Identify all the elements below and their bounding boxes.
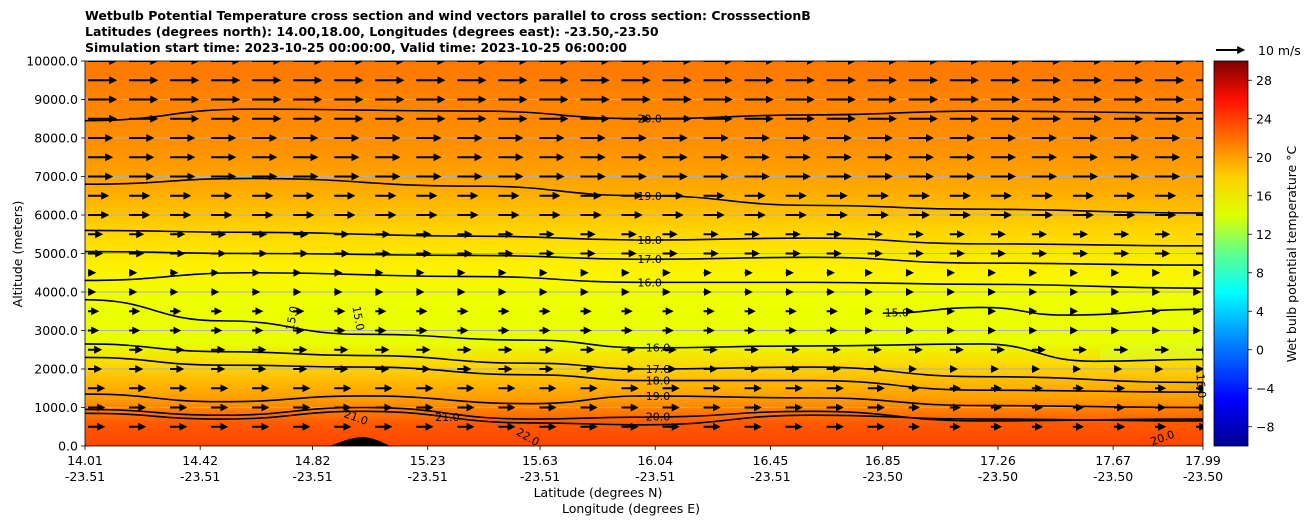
x-tick-label-lat: 15.63 xyxy=(522,453,558,468)
x-tick-label-lat: 14.42 xyxy=(182,453,218,468)
y-tick-label: 1000.0 xyxy=(34,400,78,415)
x-tick-label-lon: -23.51 xyxy=(408,469,448,484)
contour-label: 18.0 xyxy=(637,234,662,247)
colorbar-tick-label: 0 xyxy=(1256,342,1264,357)
x-axis-label-latitude: Latitude (degrees N) xyxy=(534,485,663,500)
x-tick-label-lat: 16.45 xyxy=(753,453,789,468)
colorbar-tick-label: 8 xyxy=(1256,265,1264,280)
x-tick-label-lat: 14.01 xyxy=(67,453,103,468)
contour-line xyxy=(882,306,1203,316)
contour-line xyxy=(85,356,1203,393)
contour-label: 16.0 xyxy=(646,342,671,355)
right-light-region xyxy=(1100,340,1203,360)
y-tick-label: 8000.0 xyxy=(34,131,78,146)
contour-label: 16.0 xyxy=(1193,373,1208,399)
x-tick-label-lat: 17.26 xyxy=(980,453,1016,468)
x-tick-label-lon: -23.51 xyxy=(292,469,332,484)
contour-line xyxy=(85,406,1203,422)
y-tick-label: 6000.0 xyxy=(34,208,78,223)
contour-line xyxy=(85,393,1203,409)
x-tick-label-lon: -23.50 xyxy=(1183,469,1223,484)
colorbar-tick-label: 28 xyxy=(1256,73,1272,88)
x-tick-label-lat: 15.23 xyxy=(410,453,446,468)
contour-label: 16.0 xyxy=(637,276,662,289)
contour-label: 21.0 xyxy=(435,411,460,424)
colorbar-label: Wet bulb potential temperature °C xyxy=(1284,145,1299,362)
terrain-bump xyxy=(330,437,390,446)
x-tick-label-lon: -23.51 xyxy=(65,469,105,484)
y-axis-label: Altitude (meters) xyxy=(10,201,25,308)
contour-label: 19.0 xyxy=(646,390,671,403)
contour-line xyxy=(85,410,1203,426)
title-line-3: Simulation start time: 2023-10-25 00:00:… xyxy=(85,40,627,55)
x-axis-ticks: 14.01-23.5114.42-23.5114.82-23.5115.23-2… xyxy=(65,446,1223,484)
colorbar-tick-label: 24 xyxy=(1256,111,1272,126)
wind-vectors xyxy=(88,61,1203,431)
y-tick-label: 5000.0 xyxy=(34,246,78,261)
contour-label: 17.0 xyxy=(646,363,671,376)
y-tick-label: 9000.0 xyxy=(34,92,78,107)
y-tick-label: 4000.0 xyxy=(34,285,78,300)
x-axis-label-longitude: Longitude (degrees E) xyxy=(562,501,700,516)
y-tick-label: 0.0 xyxy=(58,439,78,454)
x-tick-label-lat: 16.85 xyxy=(865,453,901,468)
y-tick-label: 7000.0 xyxy=(34,169,78,184)
contour-label: 17.0 xyxy=(637,253,662,266)
contour-line xyxy=(85,343,1203,384)
x-tick-label-lat: 14.82 xyxy=(295,453,331,468)
chart-title: Wetbulb Potential Temperature cross sect… xyxy=(85,8,811,56)
x-tick-label-lon: -23.50 xyxy=(978,469,1018,484)
y-tick-label: 2000.0 xyxy=(34,362,78,377)
colorbar-tick-label: −8 xyxy=(1256,419,1274,434)
x-tick-label-lon: -23.51 xyxy=(750,469,790,484)
contour-line xyxy=(85,271,1203,289)
colorbar-tick-label: 20 xyxy=(1256,150,1272,165)
colorbar-tick-label: 12 xyxy=(1256,227,1272,242)
x-tick-label-lon: -23.51 xyxy=(635,469,675,484)
title-line-1: Wetbulb Potential Temperature cross sect… xyxy=(85,8,811,23)
colorbar-tick-label: −4 xyxy=(1256,381,1274,396)
y-tick-label: 10000.0 xyxy=(26,54,78,69)
contour-line xyxy=(85,229,1203,247)
x-tick-label-lat: 17.67 xyxy=(1095,453,1131,468)
contour-label: 19.0 xyxy=(637,190,662,203)
x-tick-label-lat: 16.04 xyxy=(637,453,673,468)
y-axis-ticks: 0.0 1000.0 2000.0 3000.0 4000.0 5000.0 6000.0 7… xyxy=(26,54,85,454)
colorbar-tick-label: 16 xyxy=(1256,188,1272,203)
x-tick-label-lon: -23.50 xyxy=(863,469,903,484)
quiver-key-label: 10 m/s xyxy=(1258,43,1301,58)
contour-line xyxy=(85,177,1203,214)
colorbar xyxy=(1213,60,1249,447)
x-tick-label-lat: 17.99 xyxy=(1185,453,1221,468)
x-tick-label-lon: -23.51 xyxy=(520,469,560,484)
x-tick-label-lon: -23.51 xyxy=(180,469,220,484)
y-tick-label: 3000.0 xyxy=(34,323,78,338)
x-tick-label-lon: -23.50 xyxy=(1093,469,1133,484)
colorbar-ticks: 28 24 20 16 12 8 4 0 −4 −8 xyxy=(1248,73,1274,434)
contour-label: 20.0 xyxy=(646,411,671,424)
title-line-2: Latitudes (degrees north): 14.00,18.00, … xyxy=(85,24,659,39)
contour-label: 15.0 xyxy=(350,305,367,331)
contour-label: 18.0 xyxy=(646,375,671,388)
colorbar-tick-label: 4 xyxy=(1256,304,1264,319)
contour-label: 15.0 xyxy=(885,306,910,319)
